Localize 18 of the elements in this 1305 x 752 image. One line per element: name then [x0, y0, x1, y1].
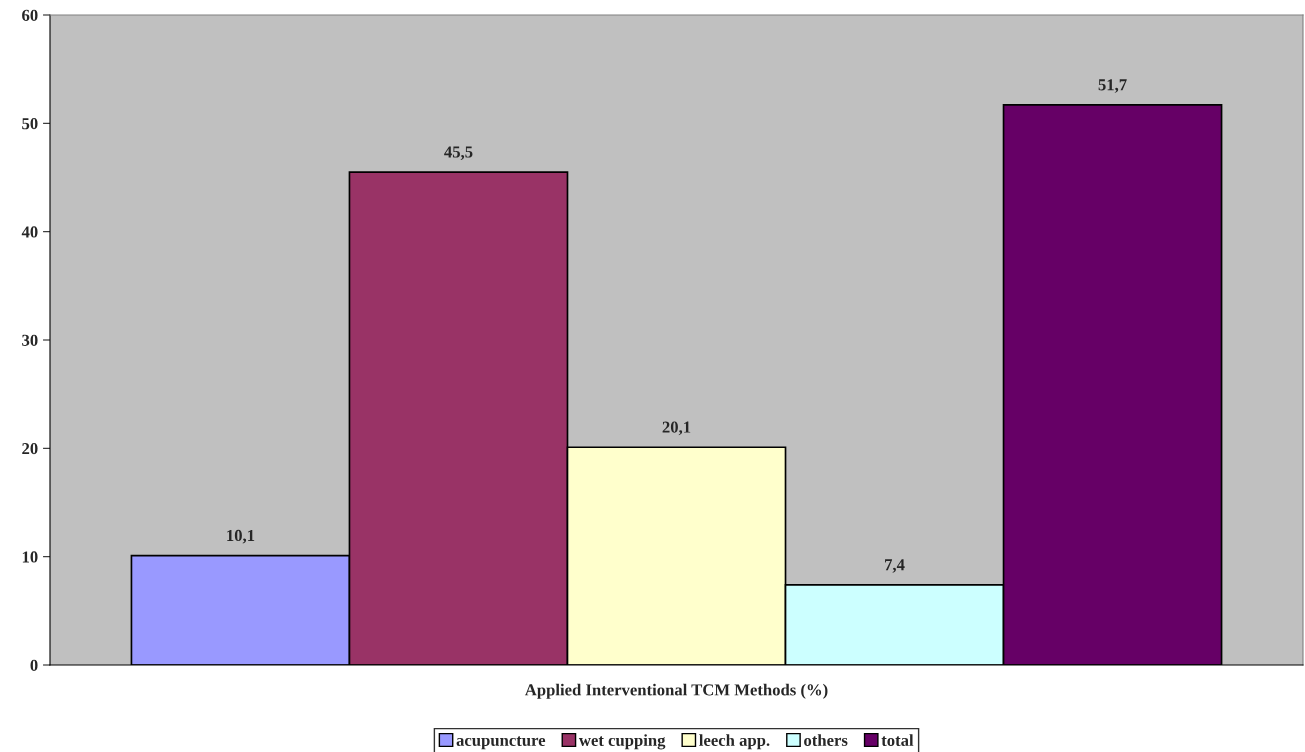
data-label: 45,5: [444, 146, 473, 160]
y-tick-label: 60: [22, 9, 38, 21]
legend-label: acupuncture: [456, 736, 546, 750]
y-tick-label: 40: [21, 226, 38, 238]
data-label: 51,7: [1098, 79, 1127, 93]
y-tick-label: 50: [22, 118, 38, 130]
y-tick-label: 0: [30, 659, 38, 671]
x-axis-title: Applied Interventional TCM Methods (%): [524, 683, 828, 699]
data-label: 7,4: [885, 559, 905, 573]
data-label: 10,1: [227, 529, 255, 544]
legend-label: others: [804, 734, 848, 746]
y-tick-label: 10: [22, 551, 38, 563]
data-label: 20,1: [662, 421, 691, 436]
legend-label: wet cupping: [578, 734, 666, 750]
y-tick-label: 30: [22, 334, 38, 346]
legend-label: leech app.: [699, 734, 770, 750]
y-tick-label: 20: [22, 443, 38, 455]
legend-label: total: [881, 734, 914, 746]
